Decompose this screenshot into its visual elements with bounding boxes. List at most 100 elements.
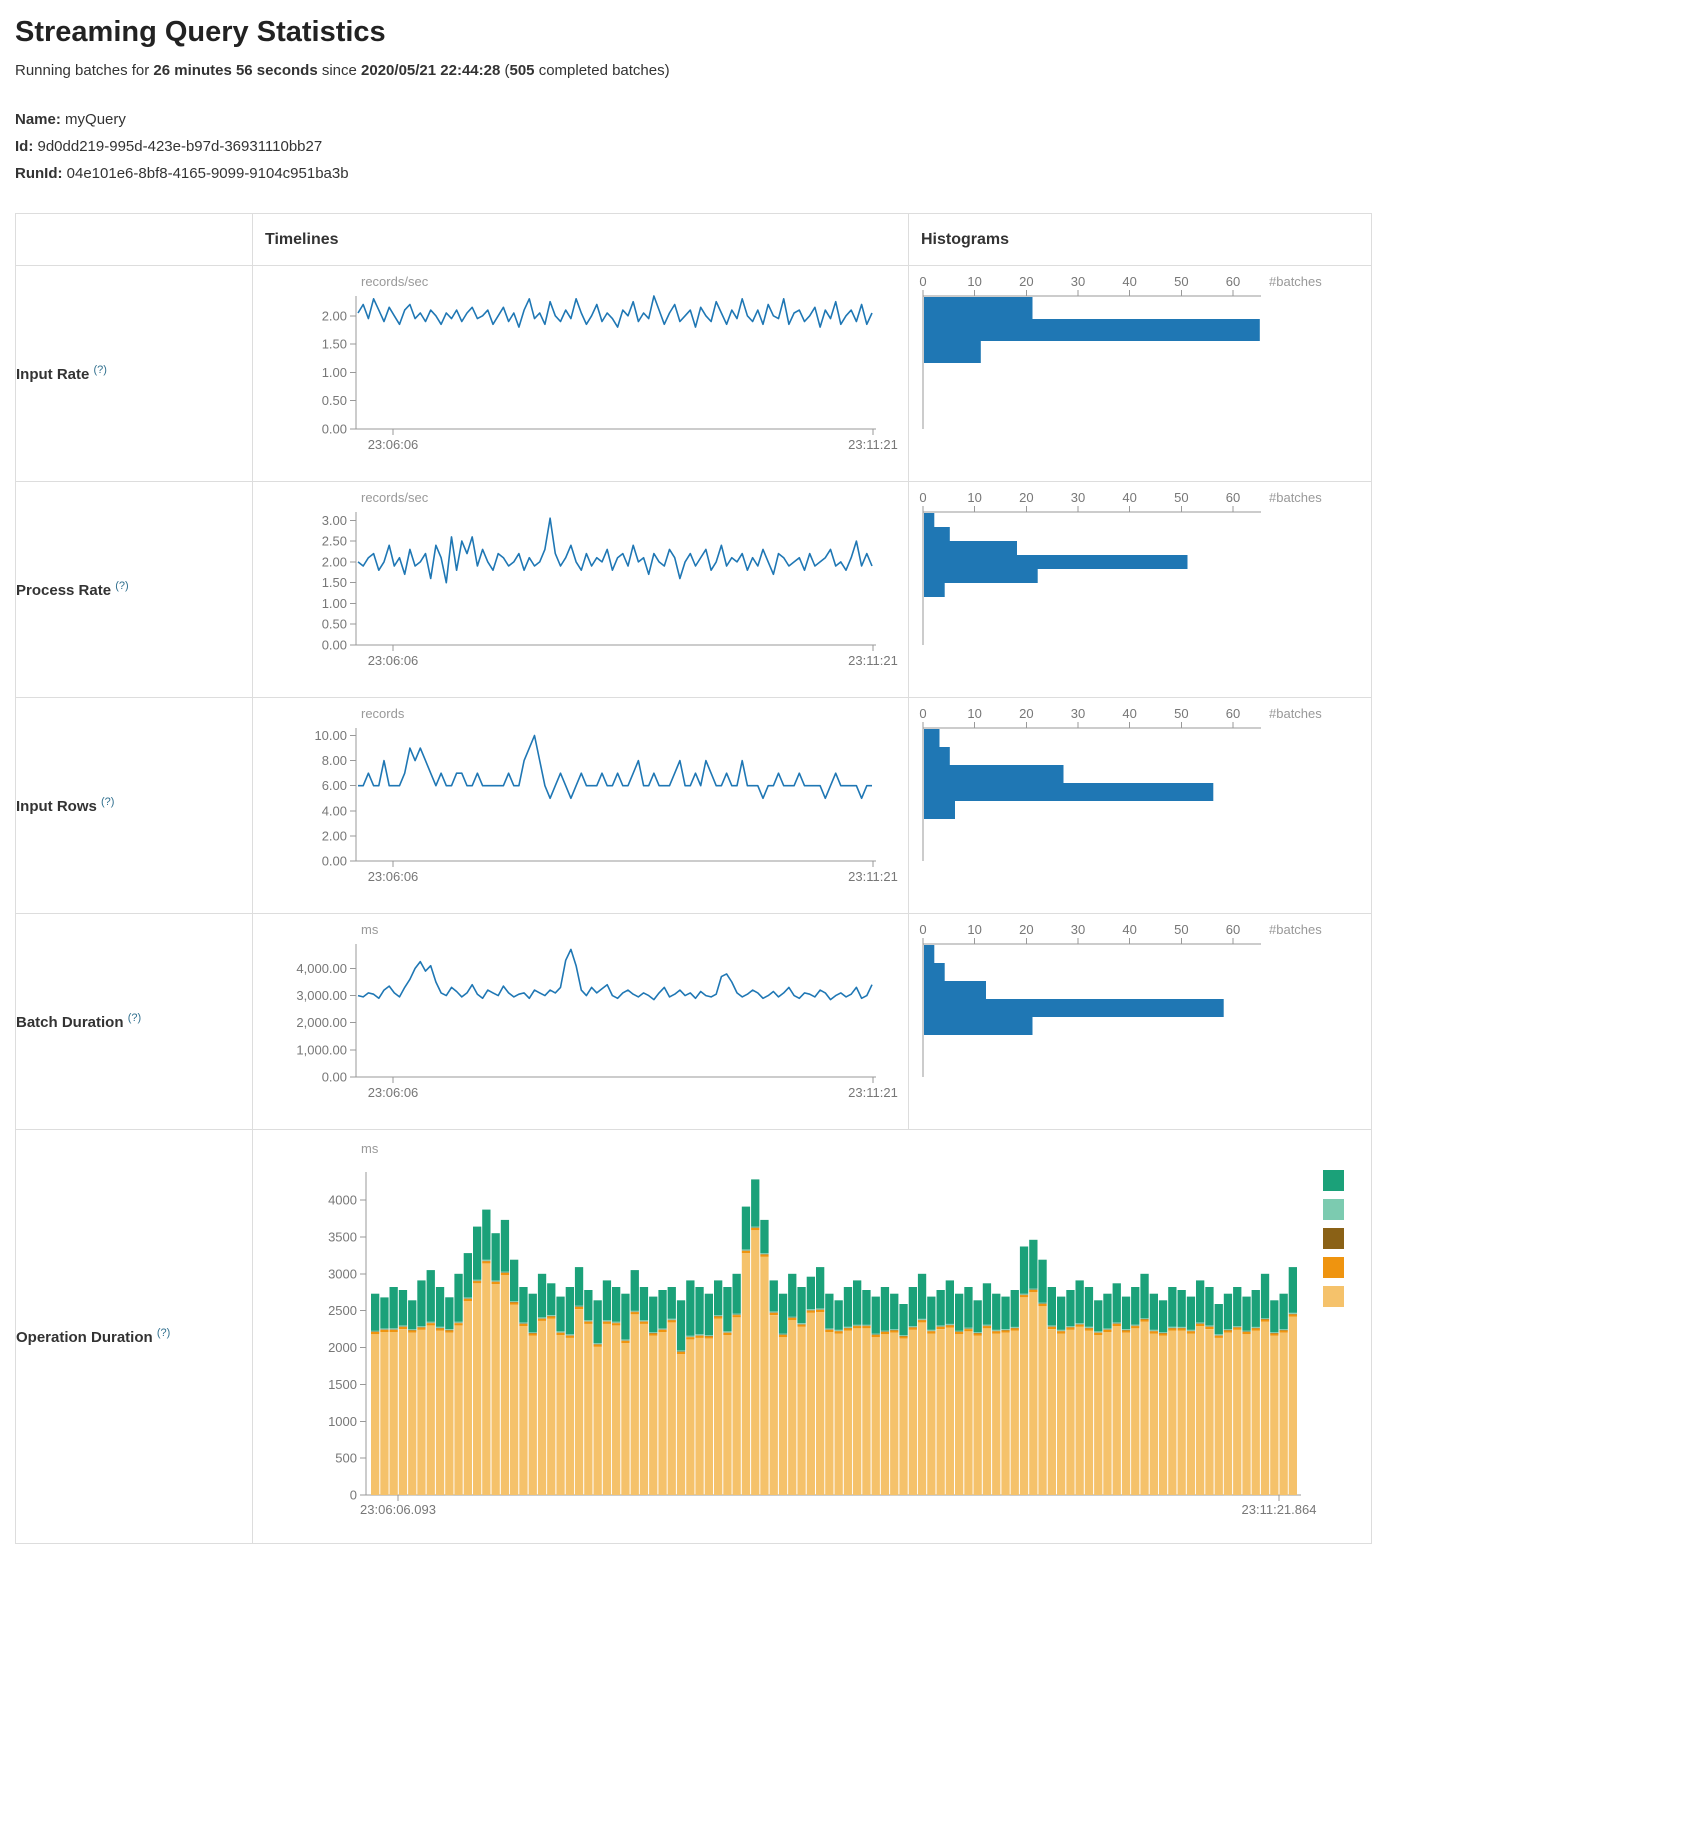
- svg-text:23:06:06: 23:06:06: [368, 869, 419, 884]
- svg-text:4.00: 4.00: [322, 803, 347, 818]
- svg-text:1.50: 1.50: [322, 575, 347, 590]
- summary-since: since: [318, 62, 361, 79]
- row-label-process-rate: Process Rate (?): [16, 482, 253, 698]
- svg-text:20: 20: [1019, 922, 1033, 937]
- process-rate-help-icon[interactable]: (?): [115, 580, 128, 592]
- svg-text:3000: 3000: [328, 1266, 357, 1281]
- query-name-label: Name:: [15, 111, 61, 128]
- svg-text:4,000.00: 4,000.00: [296, 961, 347, 976]
- svg-text:2.50: 2.50: [322, 534, 347, 549]
- svg-text:60: 60: [1226, 490, 1240, 505]
- svg-text:#batches: #batches: [1269, 274, 1322, 289]
- svg-text:2.00: 2.00: [322, 554, 347, 569]
- svg-text:1.00: 1.00: [322, 596, 347, 611]
- query-id-label: Id:: [15, 138, 33, 155]
- svg-text:10: 10: [967, 922, 981, 937]
- summary-suffix: completed batches): [535, 62, 670, 79]
- svg-text:4000: 4000: [328, 1193, 357, 1208]
- batch-duration-label: Batch Duration: [16, 1014, 124, 1031]
- operation-duration-label: Operation Duration: [16, 1329, 153, 1346]
- table-header-row: Timelines Histograms: [16, 214, 1372, 266]
- svg-text:30: 30: [1071, 706, 1085, 721]
- svg-text:10: 10: [967, 274, 981, 289]
- svg-text:10: 10: [967, 490, 981, 505]
- summary-completed-count: 505: [510, 62, 535, 79]
- streaming-statistics-page: Streaming Query Statistics Running batch…: [0, 16, 1693, 1836]
- svg-text:60: 60: [1226, 706, 1240, 721]
- svg-text:20: 20: [1019, 490, 1033, 505]
- query-runid-value: 04e101e6-8bf8-4165-9099-9104c951ba3b: [67, 165, 349, 182]
- query-runid-label: RunId:: [15, 165, 62, 182]
- page-title: Streaming Query Statistics: [15, 16, 1678, 49]
- input-rows-timeline-chart: records0.002.004.006.008.0010.0023:06:06…: [253, 698, 909, 913]
- svg-text:records/sec: records/sec: [361, 274, 429, 289]
- batch-duration-timeline-cell: ms 0.00 1,000.00 2,000.00 3,000.00 4,000.00 23…: [253, 914, 909, 1130]
- svg-text:0.00: 0.00: [322, 854, 347, 869]
- batch-summary: Running batches for 26 minutes 56 second…: [15, 62, 1678, 79]
- svg-text:0: 0: [919, 706, 926, 721]
- svg-text:2.00: 2.00: [322, 308, 347, 323]
- svg-text:ms: ms: [361, 922, 379, 937]
- input-rows-label: Input Rows: [16, 798, 97, 815]
- summary-timestamp: 2020/05/21 22:44:28: [361, 62, 500, 79]
- svg-text:60: 60: [1226, 922, 1240, 937]
- svg-text:0.00: 0.00: [322, 1070, 347, 1085]
- svg-text:23:06:06.093: 23:06:06.093: [360, 1502, 436, 1517]
- operation-duration-chart: ms0500100015002000250030003500400023:06:…: [253, 1130, 1372, 1543]
- svg-text:50: 50: [1174, 490, 1188, 505]
- query-id-value: 9d0dd219-995d-423e-b97d-36931110bb27: [38, 138, 323, 155]
- batch-duration-help-icon[interactable]: (?): [128, 1012, 141, 1024]
- svg-text:23:11:21: 23:11:21: [848, 653, 898, 668]
- svg-text:23:11:21: 23:11:21: [848, 437, 898, 452]
- summary-prefix: Running batches for: [15, 62, 153, 79]
- svg-text:3,000.00: 3,000.00: [296, 988, 347, 1003]
- svg-text:1,000.00: 1,000.00: [296, 1042, 347, 1057]
- histograms-column-header: Histograms: [909, 214, 1372, 266]
- svg-text:#batches: #batches: [1269, 922, 1322, 937]
- svg-text:2000: 2000: [328, 1340, 357, 1355]
- summary-duration: 26 minutes 56 seconds: [153, 62, 317, 79]
- svg-text:40: 40: [1122, 706, 1136, 721]
- svg-text:10.00: 10.00: [314, 728, 347, 743]
- svg-text:30: 30: [1071, 922, 1085, 937]
- svg-text:20: 20: [1019, 706, 1033, 721]
- svg-text:2,000.00: 2,000.00: [296, 1015, 347, 1030]
- svg-text:0: 0: [919, 274, 926, 289]
- svg-text:50: 50: [1174, 274, 1188, 289]
- batch-duration-timeline-chart: ms 0.00 1,000.00 2,000.00 3,000.00 4,000.00 23…: [253, 914, 909, 1129]
- svg-text:40: 40: [1122, 490, 1136, 505]
- svg-text:0.00: 0.00: [322, 422, 347, 437]
- query-meta: Name: myQuery Id: 9d0dd219-995d-423e-b97…: [15, 106, 1678, 187]
- input-rate-label: Input Rate: [16, 366, 89, 383]
- svg-text:50: 50: [1174, 922, 1188, 937]
- input-rows-help-icon[interactable]: (?): [101, 796, 114, 808]
- svg-text:ms: ms: [361, 1141, 379, 1156]
- svg-text:23:11:21: 23:11:21: [848, 1085, 898, 1100]
- input-rate-help-icon[interactable]: (?): [94, 364, 107, 376]
- query-runid-line: RunId: 04e101e6-8bf8-4165-9099-9104c951b…: [15, 160, 1678, 187]
- summary-paren: (: [500, 62, 509, 79]
- svg-text:0.50: 0.50: [322, 393, 347, 408]
- row-label-input-rate: Input Rate (?): [16, 266, 253, 482]
- svg-text:0: 0: [350, 1488, 357, 1503]
- svg-text:40: 40: [1122, 274, 1136, 289]
- svg-text:1000: 1000: [328, 1414, 357, 1429]
- svg-text:23:06:06: 23:06:06: [368, 653, 419, 668]
- operation-duration-help-icon[interactable]: (?): [157, 1327, 170, 1339]
- process-rate-label: Process Rate: [16, 582, 111, 599]
- process-rate-timeline-chart: records/sec0.000.501.001.502.002.503.002…: [253, 482, 909, 697]
- svg-text:0.00: 0.00: [322, 638, 347, 653]
